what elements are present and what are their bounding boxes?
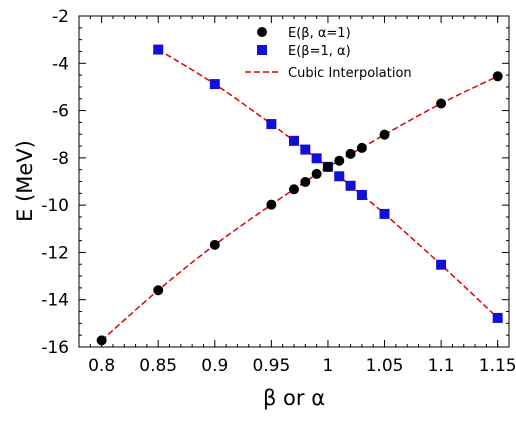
y-tick-label: -2 (52, 7, 69, 27)
x-tick-label: 1.15 (479, 356, 516, 376)
legend: E(β, α=1) E(β=1, α) Cubic Interpolation (245, 26, 412, 81)
square-point (300, 144, 311, 155)
square-point (356, 189, 367, 200)
square-point (436, 259, 447, 270)
x-axis-title: β or α (263, 386, 325, 410)
y-tick-label: -14 (41, 291, 69, 311)
y-tick-label: -4 (52, 54, 69, 74)
circle-point (266, 199, 277, 210)
circle-point (492, 71, 503, 82)
circle-point (300, 176, 311, 187)
tick-marks (79, 15, 509, 348)
legend-marker-square (257, 45, 267, 55)
x-tick-label: 0.9 (201, 356, 228, 376)
square-point (209, 79, 220, 90)
y-tick-label: -8 (52, 149, 69, 169)
circle-point (209, 239, 220, 250)
x-tick-label: 0.8 (88, 356, 115, 376)
y-tick-labels: -16 -14 -12 -10 -8 -6 -4 -2 (41, 7, 69, 358)
legend-marker-circle (257, 27, 267, 37)
legend-label-cubic: Cubic Interpolation (288, 66, 412, 81)
legend-label-alpha: E(β=1, α) (288, 44, 351, 59)
circle-point (356, 142, 367, 153)
legend-label-beta: E(β, α=1) (288, 26, 351, 41)
square-point (379, 208, 390, 219)
circle-point (311, 168, 322, 179)
data-points (96, 44, 503, 346)
square-point (153, 44, 164, 55)
interpolation-curves (101, 48, 499, 341)
x-tick-label: 1.05 (366, 356, 404, 376)
circle-point (334, 155, 345, 166)
square-point (289, 135, 299, 146)
square-point (345, 180, 356, 191)
circle-point (436, 98, 447, 109)
x-tick-label: 0.95 (252, 356, 290, 376)
square-point (266, 119, 277, 130)
circle-point (289, 184, 299, 195)
square-point (334, 171, 345, 182)
cubic-interpolation-line (101, 75, 499, 341)
circle-point (96, 335, 107, 346)
circle-point (153, 285, 164, 296)
x-tick-label: 1 (323, 356, 334, 376)
x-tick-label: 1.1 (428, 356, 455, 376)
y-tick-label: -12 (41, 243, 69, 263)
square-point (311, 153, 322, 164)
circle-point (322, 161, 333, 172)
cubic-interpolation-line (157, 48, 499, 319)
x-tick-labels: 0.8 0.85 0.9 0.95 1 1.05 1.1 1.15 (88, 356, 516, 376)
x-tick-label: 0.85 (139, 356, 177, 376)
square-point (492, 312, 503, 323)
circle-point (345, 148, 356, 159)
y-tick-label: -10 (41, 196, 69, 216)
y-axis-title: E (MeV) (13, 140, 37, 222)
y-tick-label: -16 (41, 338, 69, 358)
circle-point (379, 129, 390, 140)
y-tick-label: -6 (52, 102, 69, 122)
